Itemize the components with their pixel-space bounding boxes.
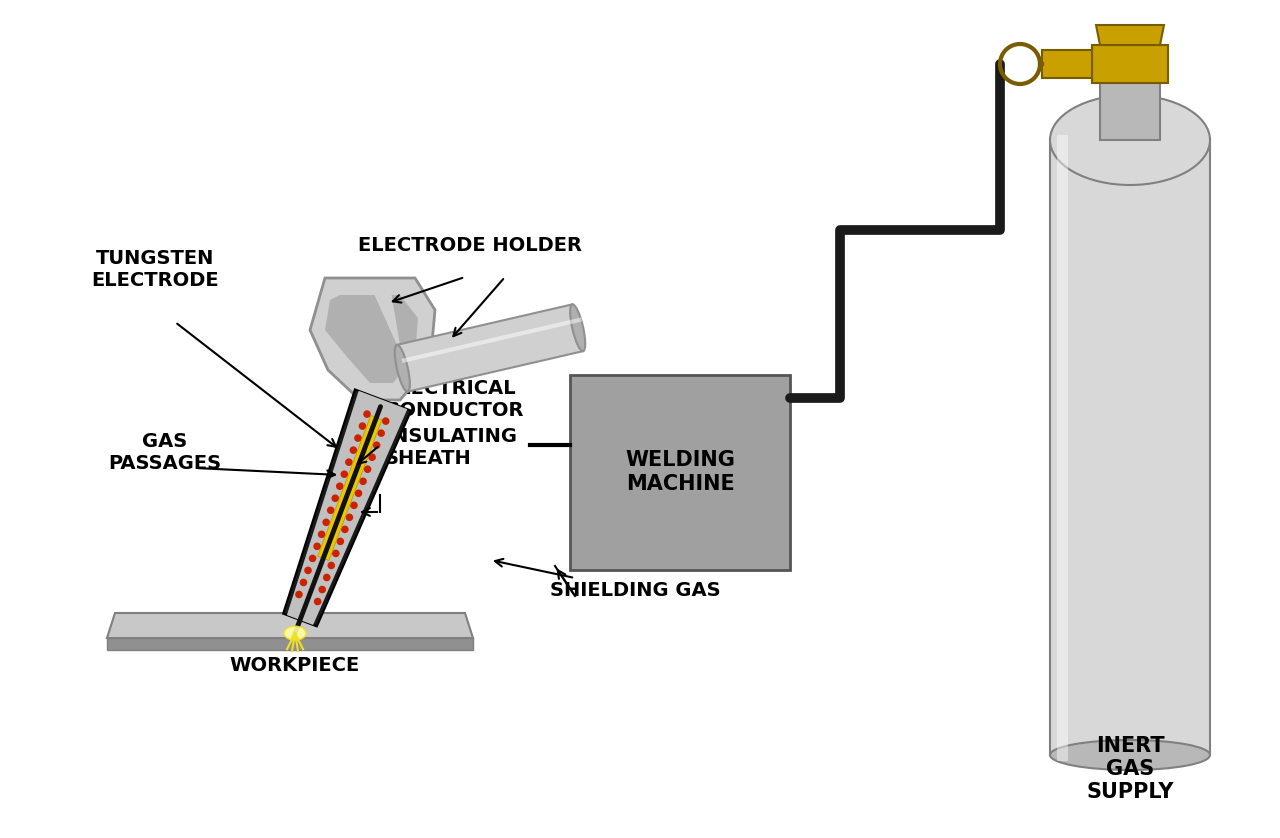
Text: INSULATING
SHEATH: INSULATING SHEATH bbox=[385, 427, 517, 468]
Text: GAS
PASSAGES: GAS PASSAGES bbox=[109, 432, 221, 473]
Polygon shape bbox=[1042, 50, 1092, 78]
Circle shape bbox=[300, 579, 307, 587]
Text: ELECTRICAL
CONDUCTOR: ELECTRICAL CONDUCTOR bbox=[385, 379, 524, 420]
Circle shape bbox=[326, 506, 334, 514]
Circle shape bbox=[314, 597, 321, 605]
Circle shape bbox=[305, 566, 312, 574]
Polygon shape bbox=[317, 416, 381, 561]
Polygon shape bbox=[1100, 83, 1160, 140]
Circle shape bbox=[328, 561, 335, 569]
Ellipse shape bbox=[1050, 740, 1210, 770]
Text: WELDING
MACHINE: WELDING MACHINE bbox=[625, 450, 735, 494]
Polygon shape bbox=[108, 638, 474, 650]
Circle shape bbox=[332, 550, 339, 557]
Circle shape bbox=[340, 525, 348, 533]
Ellipse shape bbox=[1050, 95, 1210, 185]
Circle shape bbox=[323, 519, 330, 526]
Circle shape bbox=[355, 489, 362, 497]
Circle shape bbox=[308, 555, 316, 562]
Circle shape bbox=[346, 514, 353, 521]
Polygon shape bbox=[570, 375, 790, 570]
Text: SHIELDING GAS: SHIELDING GAS bbox=[549, 581, 721, 600]
Polygon shape bbox=[370, 285, 408, 391]
Polygon shape bbox=[397, 304, 584, 391]
Polygon shape bbox=[325, 295, 419, 383]
Circle shape bbox=[351, 501, 357, 510]
Circle shape bbox=[364, 465, 371, 473]
Circle shape bbox=[372, 442, 380, 449]
Text: INERT
GAS
SUPPLY: INERT GAS SUPPLY bbox=[1087, 736, 1174, 802]
Circle shape bbox=[335, 483, 343, 490]
Text: ELECTRODE HOLDER: ELECTRODE HOLDER bbox=[358, 236, 582, 255]
Circle shape bbox=[358, 422, 366, 430]
Ellipse shape bbox=[394, 344, 410, 391]
Circle shape bbox=[360, 478, 367, 485]
Ellipse shape bbox=[284, 626, 306, 640]
Circle shape bbox=[323, 574, 330, 582]
Circle shape bbox=[378, 429, 385, 437]
Circle shape bbox=[337, 538, 344, 546]
Polygon shape bbox=[108, 613, 474, 638]
Polygon shape bbox=[1050, 140, 1210, 755]
Circle shape bbox=[314, 542, 321, 551]
Polygon shape bbox=[310, 278, 435, 400]
Circle shape bbox=[346, 458, 353, 466]
Polygon shape bbox=[283, 390, 411, 626]
Circle shape bbox=[364, 411, 371, 418]
Circle shape bbox=[340, 470, 348, 478]
Circle shape bbox=[349, 447, 357, 454]
Polygon shape bbox=[1096, 25, 1164, 45]
Ellipse shape bbox=[570, 304, 585, 351]
Circle shape bbox=[332, 494, 339, 502]
Circle shape bbox=[317, 530, 325, 538]
Text: TUNGSTEN
ELECTRODE: TUNGSTEN ELECTRODE bbox=[91, 249, 219, 290]
Text: WORKPIECE: WORKPIECE bbox=[230, 656, 360, 675]
Circle shape bbox=[296, 591, 303, 598]
Circle shape bbox=[319, 586, 326, 593]
Polygon shape bbox=[1092, 45, 1169, 83]
Circle shape bbox=[355, 434, 362, 442]
Polygon shape bbox=[287, 391, 407, 625]
Circle shape bbox=[381, 417, 389, 425]
Circle shape bbox=[369, 453, 376, 461]
